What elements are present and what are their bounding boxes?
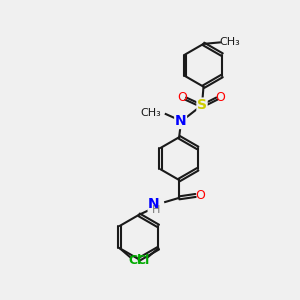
Text: N: N <box>175 115 186 128</box>
Text: O: O <box>215 91 225 103</box>
Text: S: S <box>197 98 207 112</box>
Text: O: O <box>195 189 205 202</box>
Text: CH₃: CH₃ <box>220 38 241 47</box>
Text: H: H <box>152 205 160 215</box>
Text: O: O <box>177 91 187 103</box>
Text: N: N <box>148 197 160 212</box>
Text: Cl: Cl <box>128 254 141 267</box>
Text: Cl: Cl <box>137 254 150 267</box>
Text: CH₃: CH₃ <box>140 108 161 118</box>
